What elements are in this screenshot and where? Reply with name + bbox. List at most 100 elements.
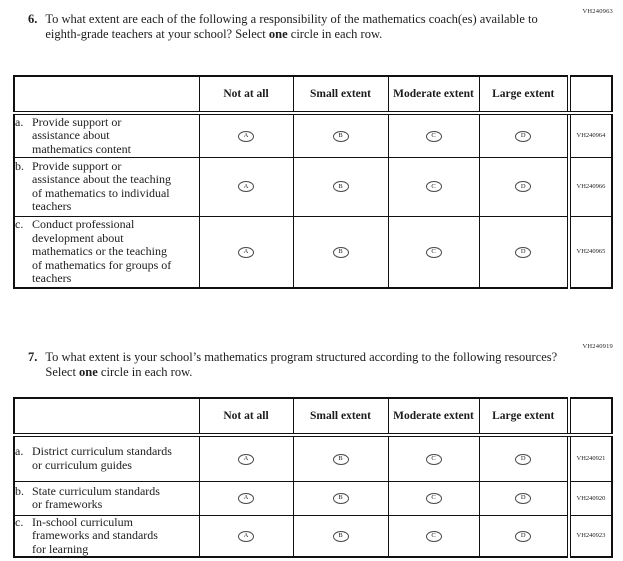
answer-bubble-a[interactable]: A: [238, 130, 254, 142]
row-code: VH240964: [567, 112, 613, 158]
question6-table: Not at all Small extent Moderate extent …: [13, 75, 613, 289]
bubble-cell[interactable]: B: [292, 434, 389, 482]
answer-bubble-b[interactable]: B: [332, 130, 349, 142]
bubble-cell[interactable]: D: [478, 215, 570, 289]
row-code: VH240921: [567, 434, 613, 482]
table-row: a. District curriculum standards or curr…: [13, 434, 613, 482]
question7-code: VH240919: [582, 343, 613, 350]
bubble-cell[interactable]: A: [198, 112, 294, 158]
header-moderate-extent: Moderate extent: [387, 75, 480, 115]
question7: 7. To what extent is your school’s mathe…: [28, 350, 565, 380]
bubble-cell[interactable]: C: [387, 156, 480, 217]
row-label: District curriculum standards or curricu…: [32, 444, 172, 472]
answer-bubble-c[interactable]: C: [425, 181, 442, 193]
answer-bubble-b[interactable]: B: [332, 492, 349, 504]
bubble-cell[interactable]: A: [198, 156, 294, 217]
bubble-cell[interactable]: B: [292, 112, 389, 158]
row-marker: b.: [15, 483, 24, 498]
answer-bubble-a[interactable]: A: [238, 530, 254, 542]
header-code-blank: [567, 75, 613, 115]
answer-bubble-d[interactable]: D: [515, 492, 532, 504]
header-large-extent: Large extent: [478, 397, 570, 437]
bubble-cell[interactable]: D: [478, 514, 570, 558]
header-code-blank: [567, 397, 613, 437]
bubble-cell[interactable]: A: [198, 215, 294, 289]
bubble-cell[interactable]: C: [387, 434, 480, 482]
row-marker: c.: [15, 514, 24, 529]
answer-bubble-b[interactable]: B: [332, 181, 349, 193]
row-label-cell: a. Provide support or assistance about m…: [13, 112, 200, 158]
row-label-cell: a. District curriculum standards or curr…: [13, 434, 200, 482]
answer-bubble-c[interactable]: C: [425, 130, 442, 142]
bubble-cell[interactable]: D: [478, 480, 570, 516]
question6: 6. To what extent are each of the follow…: [28, 12, 565, 42]
bubble-cell[interactable]: C: [387, 215, 480, 289]
row-label: Provide support or assistance about math…: [32, 114, 131, 156]
row-label: Conduct professional development about m…: [32, 217, 172, 285]
bubble-cell[interactable]: A: [198, 514, 294, 558]
answer-bubble-d[interactable]: D: [515, 181, 532, 193]
header-not-at-all: Not at all: [198, 75, 294, 115]
row-label-cell: c. Conduct professional development abou…: [13, 215, 200, 289]
bubble-cell[interactable]: D: [478, 156, 570, 217]
row-marker: b.: [15, 158, 24, 173]
question7-table: Not at all Small extent Moderate extent …: [13, 397, 613, 558]
row-label-cell: b. State curriculum standards or framewo…: [13, 480, 200, 516]
question6-code: VH240963: [582, 8, 613, 15]
bubble-cell[interactable]: B: [292, 514, 389, 558]
bubble-cell[interactable]: C: [387, 480, 480, 516]
answer-bubble-d[interactable]: D: [515, 453, 532, 465]
bubble-cell[interactable]: C: [387, 514, 480, 558]
question7-number: 7.: [28, 350, 38, 364]
question6-text: To what extent are each of the following…: [45, 12, 538, 41]
answer-bubble-c[interactable]: C: [425, 530, 442, 542]
table-header-row: Not at all Small extent Moderate extent …: [13, 75, 613, 115]
bubble-cell[interactable]: B: [292, 480, 389, 516]
bubble-cell[interactable]: B: [292, 215, 389, 289]
table-row: c. In-school curriculum frameworks and s…: [13, 514, 613, 558]
table-header-row: Not at all Small extent Moderate extent …: [13, 397, 613, 437]
header-small-extent: Small extent: [292, 397, 389, 437]
bubble-cell[interactable]: A: [198, 480, 294, 516]
answer-bubble-d[interactable]: D: [515, 246, 532, 258]
bubble-cell[interactable]: A: [198, 434, 294, 482]
question6-number: 6.: [28, 12, 38, 26]
row-code: VH240920: [567, 480, 613, 516]
row-label: In-school curriculum frameworks and stan…: [32, 514, 158, 556]
bubble-cell[interactable]: C: [387, 112, 480, 158]
answer-bubble-b[interactable]: B: [332, 246, 349, 258]
header-blank: [13, 75, 200, 115]
answer-bubble-a[interactable]: A: [238, 453, 254, 465]
answer-bubble-d[interactable]: D: [515, 530, 532, 542]
row-code: VH240923: [567, 514, 613, 558]
bubble-cell[interactable]: D: [478, 112, 570, 158]
table-row: a. Provide support or assistance about m…: [13, 112, 613, 158]
answer-bubble-a[interactable]: A: [238, 246, 254, 258]
row-marker: c.: [15, 217, 24, 231]
row-label: Provide support or assistance about the …: [32, 158, 171, 213]
header-small-extent: Small extent: [292, 75, 389, 115]
answer-bubble-c[interactable]: C: [425, 453, 442, 465]
table-row: c. Conduct professional development abou…: [13, 215, 613, 289]
table-row: b. State curriculum standards or framewo…: [13, 480, 613, 516]
row-label-cell: b. Provide support or assistance about t…: [13, 156, 200, 217]
row-marker: a.: [15, 114, 24, 129]
answer-bubble-a[interactable]: A: [238, 492, 254, 504]
header-large-extent: Large extent: [478, 75, 570, 115]
row-label-cell: c. In-school curriculum frameworks and s…: [13, 514, 200, 558]
row-label: State curriculum standards or frameworks: [32, 483, 160, 511]
answer-bubble-c[interactable]: C: [425, 246, 442, 258]
answer-bubble-b[interactable]: B: [332, 530, 349, 542]
answer-bubble-d[interactable]: D: [515, 130, 532, 142]
row-marker: a.: [15, 444, 24, 459]
header-blank: [13, 397, 200, 437]
bubble-cell[interactable]: D: [478, 434, 570, 482]
answer-bubble-c[interactable]: C: [425, 492, 442, 504]
header-not-at-all: Not at all: [198, 397, 294, 437]
bubble-cell[interactable]: B: [292, 156, 389, 217]
table-row: b. Provide support or assistance about t…: [13, 156, 613, 217]
answer-bubble-b[interactable]: B: [332, 453, 349, 465]
answer-bubble-a[interactable]: A: [238, 181, 254, 193]
row-code: VH240965: [567, 215, 613, 289]
